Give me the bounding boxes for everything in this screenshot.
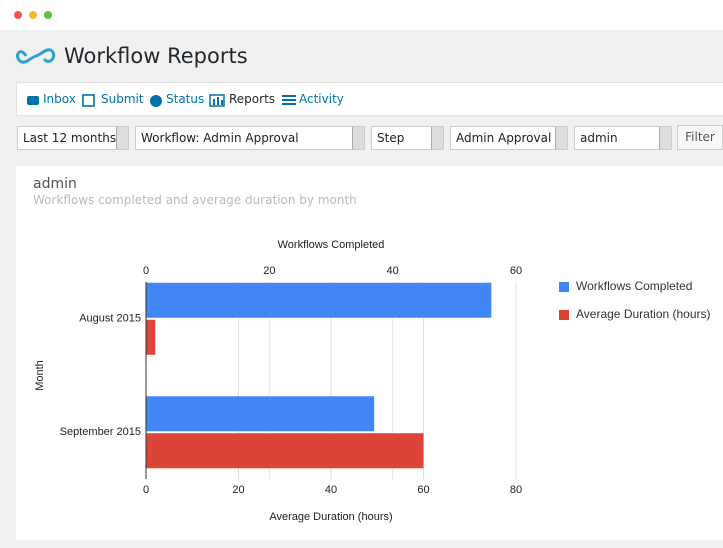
nav-link-active[interactable]: Reports (229, 92, 276, 106)
chart-panel (16, 166, 723, 540)
select[interactable]: admin (574, 126, 672, 150)
legend-swatch (559, 310, 569, 320)
select[interactable]: Workflow: Admin Approval (135, 126, 365, 150)
x2-axis-title: Workflows Completed (278, 239, 385, 251)
x-tick-label: 0 (143, 484, 149, 496)
page-title: Workflow Reports (64, 44, 248, 68)
minimize-dot[interactable] (29, 11, 37, 19)
legend-label: Workflows Completed (576, 279, 692, 293)
zoom-dot[interactable] (44, 11, 52, 19)
legend-swatch (559, 282, 569, 292)
bar (146, 433, 424, 469)
x2-tick-label: 0 (143, 265, 149, 277)
select[interactable]: Admin Approval (450, 126, 568, 150)
x2-tick-label: 60 (510, 265, 522, 277)
panel-subtitle: Workflows completed and average duration… (33, 193, 357, 207)
nav-link[interactable]: Activity (299, 92, 344, 106)
legend-label: Average Duration (hours) (576, 307, 711, 321)
select[interactable]: Last 12 months (17, 126, 129, 150)
close-dot[interactable] (14, 11, 22, 19)
y-tick-label: September 2015 (60, 426, 141, 438)
panel-title: admin (33, 176, 77, 192)
x2-tick-label: 40 (387, 265, 399, 277)
nav-icons (27, 94, 296, 107)
x-tick-label: 60 (417, 484, 429, 496)
bar (146, 319, 156, 355)
nav-link[interactable]: Submit (101, 92, 144, 106)
x-tick-label: 20 (232, 484, 244, 496)
x-axis-title: Average Duration (hours) (269, 511, 392, 523)
y-tick-label: August 2015 (79, 313, 141, 325)
bar (146, 282, 492, 318)
filter-button[interactable]: Filter (677, 125, 723, 150)
nav-link[interactable]: Inbox (43, 92, 76, 106)
x2-tick-label: 20 (263, 265, 275, 277)
x-tick-label: 40 (325, 484, 337, 496)
y-axis-title: Month (34, 360, 46, 391)
select[interactable]: Step (371, 126, 444, 150)
bar (146, 396, 375, 432)
logo (16, 48, 56, 64)
x-tick-label: 80 (510, 484, 522, 496)
nav-link[interactable]: Status (166, 92, 205, 106)
nav-bar (16, 82, 723, 116)
